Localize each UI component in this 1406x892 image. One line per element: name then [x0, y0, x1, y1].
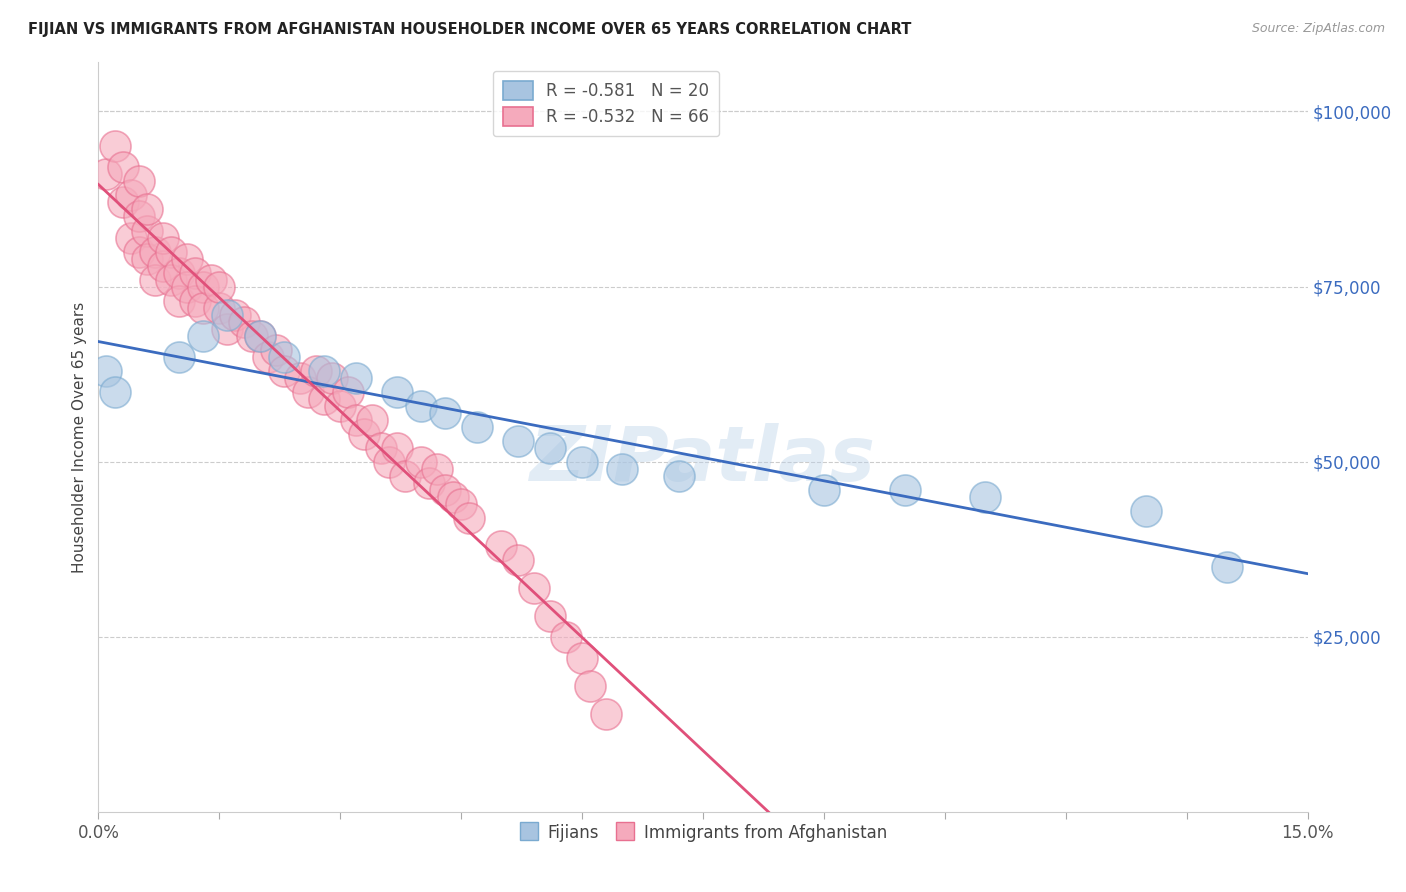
- Point: [224, 308, 246, 322]
- Point: [128, 174, 150, 188]
- Point: [555, 630, 578, 644]
- Point: [167, 293, 190, 308]
- Point: [208, 301, 231, 315]
- Point: [111, 195, 134, 210]
- Point: [385, 384, 408, 399]
- Point: [813, 483, 835, 497]
- Point: [167, 350, 190, 364]
- Point: [103, 139, 125, 153]
- Point: [321, 370, 343, 384]
- Point: [256, 350, 278, 364]
- Point: [1216, 559, 1239, 574]
- Point: [193, 279, 215, 293]
- Point: [579, 679, 602, 693]
- Point: [353, 426, 375, 441]
- Point: [143, 244, 166, 259]
- Point: [184, 266, 207, 280]
- Point: [273, 350, 295, 364]
- Point: [974, 490, 997, 504]
- Text: Source: ZipAtlas.com: Source: ZipAtlas.com: [1251, 22, 1385, 36]
- Point: [523, 581, 546, 595]
- Point: [264, 343, 287, 357]
- Point: [595, 706, 617, 721]
- Point: [571, 454, 593, 468]
- Point: [167, 266, 190, 280]
- Point: [305, 363, 328, 377]
- Point: [377, 454, 399, 468]
- Point: [193, 301, 215, 315]
- Point: [426, 461, 449, 475]
- Point: [434, 406, 457, 420]
- Point: [418, 475, 440, 490]
- Point: [96, 363, 118, 377]
- Point: [208, 279, 231, 293]
- Point: [297, 384, 319, 399]
- Point: [273, 363, 295, 377]
- Point: [135, 252, 157, 266]
- Point: [450, 497, 472, 511]
- Point: [288, 370, 311, 384]
- Point: [409, 399, 432, 413]
- Point: [249, 328, 271, 343]
- Point: [184, 293, 207, 308]
- Point: [160, 272, 183, 286]
- Point: [135, 223, 157, 237]
- Y-axis label: Householder Income Over 65 years: Householder Income Over 65 years: [72, 301, 87, 573]
- Point: [1135, 503, 1157, 517]
- Point: [120, 188, 142, 202]
- Text: FIJIAN VS IMMIGRANTS FROM AFGHANISTAN HOUSEHOLDER INCOME OVER 65 YEARS CORRELATI: FIJIAN VS IMMIGRANTS FROM AFGHANISTAN HO…: [28, 22, 911, 37]
- Point: [344, 370, 367, 384]
- Point: [506, 434, 529, 448]
- Point: [409, 454, 432, 468]
- Point: [143, 272, 166, 286]
- Point: [240, 328, 263, 343]
- Point: [893, 483, 915, 497]
- Point: [152, 259, 174, 273]
- Point: [394, 468, 416, 483]
- Point: [370, 441, 392, 455]
- Point: [200, 272, 222, 286]
- Point: [538, 608, 561, 623]
- Point: [491, 539, 513, 553]
- Point: [152, 230, 174, 244]
- Point: [103, 384, 125, 399]
- Point: [314, 392, 336, 406]
- Point: [314, 363, 336, 377]
- Point: [329, 399, 352, 413]
- Point: [176, 279, 198, 293]
- Point: [612, 461, 634, 475]
- Point: [571, 650, 593, 665]
- Point: [385, 441, 408, 455]
- Point: [337, 384, 360, 399]
- Point: [361, 412, 384, 426]
- Point: [538, 441, 561, 455]
- Point: [217, 308, 239, 322]
- Point: [441, 490, 464, 504]
- Legend: Fijians, Immigrants from Afghanistan: Fijians, Immigrants from Afghanistan: [512, 817, 894, 848]
- Point: [249, 328, 271, 343]
- Text: ZIPatlas: ZIPatlas: [530, 423, 876, 497]
- Point: [193, 328, 215, 343]
- Point: [176, 252, 198, 266]
- Point: [120, 230, 142, 244]
- Point: [160, 244, 183, 259]
- Point: [111, 161, 134, 175]
- Point: [506, 552, 529, 566]
- Point: [135, 202, 157, 217]
- Point: [96, 168, 118, 182]
- Point: [434, 483, 457, 497]
- Point: [668, 468, 690, 483]
- Point: [465, 419, 488, 434]
- Point: [344, 412, 367, 426]
- Point: [232, 314, 254, 328]
- Point: [458, 510, 481, 524]
- Point: [128, 210, 150, 224]
- Point: [128, 244, 150, 259]
- Point: [217, 321, 239, 335]
